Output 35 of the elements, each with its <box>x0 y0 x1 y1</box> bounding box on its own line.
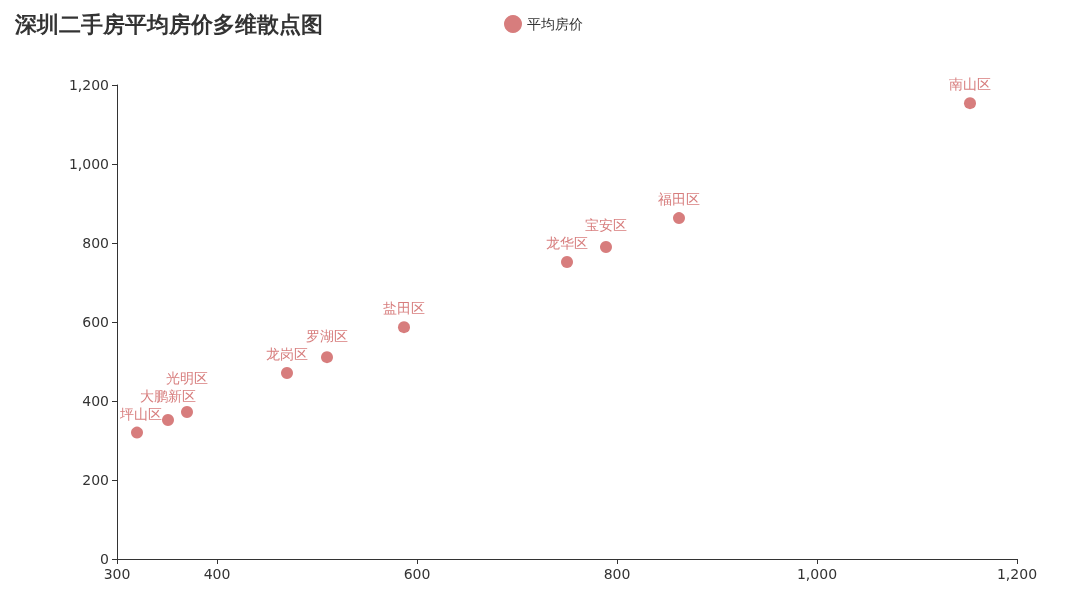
annotation: 盐田区 <box>383 300 425 317</box>
annotation: 龙岗区 <box>266 345 308 362</box>
point <box>131 426 143 439</box>
x-tick-label: 600 <box>403 566 431 582</box>
annotation: 宝安区 <box>585 216 627 233</box>
y-tick-label: 400 <box>82 393 109 409</box>
x-tick-label: 400 <box>203 566 231 582</box>
annotation: 光明区 <box>166 369 208 386</box>
point <box>600 240 612 253</box>
annotation: 大鹏新区 <box>140 387 196 404</box>
y-tick-label: 1,000 <box>68 156 109 172</box>
point <box>181 406 193 419</box>
point <box>964 97 976 110</box>
point <box>561 255 573 268</box>
legend-label: 平均房价 <box>527 16 583 32</box>
point <box>281 366 293 379</box>
y-tick-label: 200 <box>82 472 109 488</box>
point <box>673 212 685 225</box>
y-tick-label: 800 <box>82 235 109 251</box>
chart-title: 深圳二手房平均房价多维散点图 <box>14 11 323 37</box>
annotation: 坪山区 <box>119 405 162 422</box>
annotation: 龙华区 <box>546 234 588 251</box>
point <box>321 351 333 364</box>
x-tick-label: 1,000 <box>796 566 838 582</box>
annotation: 南山区 <box>949 76 991 93</box>
annotation: 福田区 <box>658 191 700 208</box>
y-tick-label: 1,200 <box>68 77 109 93</box>
annotation: 罗湖区 <box>306 327 348 344</box>
point <box>398 321 410 334</box>
x-tick-label: 800 <box>603 566 631 582</box>
x-tick-label: 1,200 <box>996 566 1038 582</box>
y-tick-label: 0 <box>100 551 109 567</box>
point <box>162 413 174 426</box>
y-tick-label: 600 <box>82 314 109 330</box>
x-tick-label: 300 <box>103 566 131 582</box>
